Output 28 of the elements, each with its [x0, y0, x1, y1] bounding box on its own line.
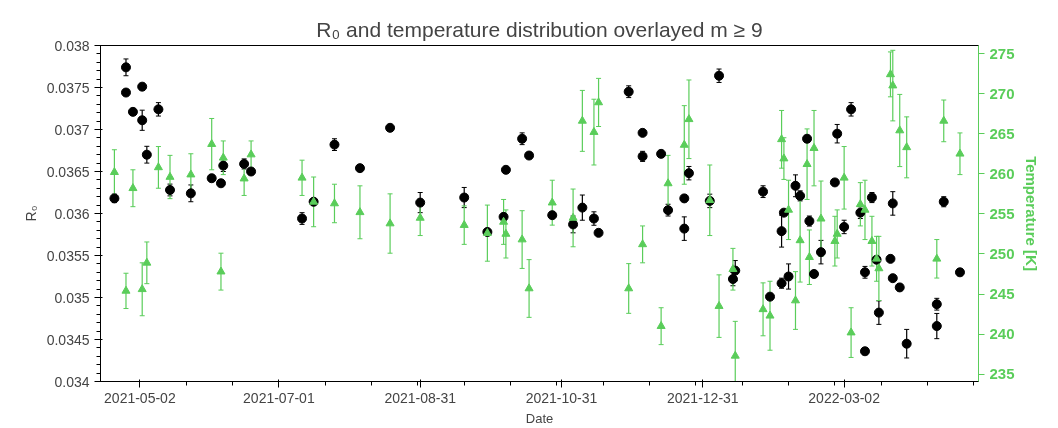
- y2-axis-title: Temperature [K]: [1022, 156, 1040, 271]
- y-tick-label: 0.038: [54, 37, 90, 54]
- y-tick-label: 0.035: [54, 289, 90, 306]
- y2-tick-label: 265: [989, 124, 1015, 142]
- y-tick-label: 0.036: [54, 205, 90, 222]
- y-axis-title: R₀: [22, 205, 39, 222]
- y2-tick-label: 240: [989, 325, 1015, 343]
- y2-tick-label: 255: [989, 204, 1015, 222]
- y-tick-label: 0.0365: [46, 163, 90, 180]
- y2-tick-label: 235: [989, 365, 1015, 383]
- y-tick-label: 0.0375: [46, 79, 90, 96]
- y2-tick-label: 270: [989, 84, 1015, 102]
- y2-tick-label: 250: [989, 245, 1015, 262]
- x-tick-label: 2022-03-02: [808, 389, 881, 406]
- y2-tick-label: 245: [989, 285, 1015, 303]
- x-axis-title: Date: [525, 410, 554, 426]
- y2-tick-label: 260: [989, 164, 1015, 182]
- y-tick-label: 0.0355: [46, 247, 90, 264]
- x-tick-label: 2021-12-31: [667, 389, 739, 406]
- y-tick-label: 0.037: [54, 121, 90, 138]
- y2-tick-label: 275: [989, 44, 1015, 62]
- x-tick-label: 2021-07-01: [243, 389, 315, 406]
- x-tick-label: 2021-10-31: [525, 389, 598, 406]
- chart-title: R₀ and temperature distribution overlayed m ≥ 9: [316, 17, 763, 41]
- x-tick-label: 2021-08-31: [384, 389, 457, 406]
- y-tick-label: 0.0345: [46, 331, 90, 348]
- x-tick-label: 2021-05-02: [104, 389, 176, 406]
- y-tick-label: 0.034: [54, 373, 90, 390]
